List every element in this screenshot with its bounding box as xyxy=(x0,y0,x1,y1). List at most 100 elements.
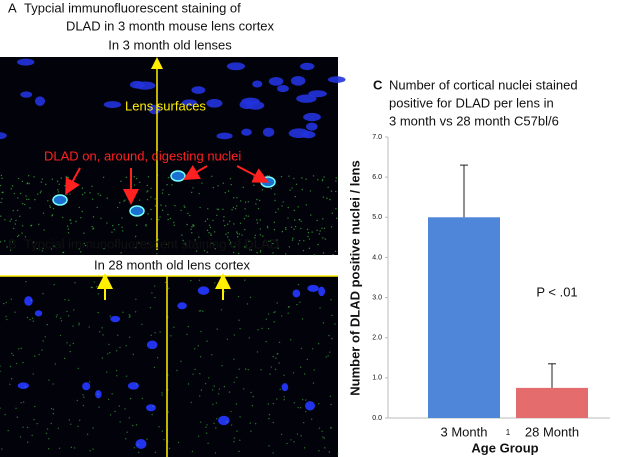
micrograph-detail xyxy=(0,58,346,256)
speck xyxy=(232,206,235,209)
speck xyxy=(81,210,83,213)
speck xyxy=(162,189,164,191)
speck xyxy=(229,241,232,243)
speck xyxy=(236,232,239,235)
speck xyxy=(146,198,149,201)
nucleus xyxy=(288,128,310,139)
speck xyxy=(214,248,216,250)
speck xyxy=(75,220,77,223)
speck xyxy=(224,224,226,227)
speck xyxy=(206,229,209,232)
speck xyxy=(223,216,225,218)
speck xyxy=(11,241,14,243)
speck xyxy=(187,383,190,385)
speck xyxy=(236,205,238,207)
speck xyxy=(92,448,94,450)
speck xyxy=(198,279,201,282)
speck xyxy=(310,214,312,216)
speck xyxy=(313,369,315,371)
speck xyxy=(32,373,34,375)
speck xyxy=(250,249,253,251)
speck xyxy=(303,447,306,449)
speck xyxy=(25,280,27,283)
nucleus xyxy=(241,97,260,105)
speck xyxy=(49,205,51,207)
speck xyxy=(260,369,262,371)
speck xyxy=(0,370,1,373)
speck xyxy=(33,418,35,421)
speck xyxy=(32,241,35,243)
speck xyxy=(9,383,11,386)
speck xyxy=(215,402,218,404)
stained-nucleus xyxy=(170,170,186,182)
speck xyxy=(10,298,13,300)
speck xyxy=(96,206,98,209)
speck xyxy=(146,184,148,187)
speck xyxy=(257,207,260,210)
speck xyxy=(223,220,225,222)
speck xyxy=(3,302,5,305)
speck xyxy=(225,233,227,236)
speck xyxy=(213,422,215,425)
speck xyxy=(298,239,301,242)
speck xyxy=(68,299,70,301)
speck xyxy=(242,186,244,189)
micrograph-detail xyxy=(0,279,339,455)
speck xyxy=(154,296,156,299)
speck xyxy=(247,201,250,203)
speck xyxy=(97,293,100,295)
speck xyxy=(233,358,235,360)
speck xyxy=(46,323,49,326)
speck xyxy=(295,183,298,185)
nucleus xyxy=(34,96,46,106)
speck xyxy=(91,286,94,289)
speck xyxy=(165,205,167,207)
speck xyxy=(163,438,165,441)
speck xyxy=(239,200,242,202)
speck xyxy=(173,224,175,227)
speck xyxy=(26,426,29,429)
speck xyxy=(26,316,29,319)
speck xyxy=(50,407,53,410)
speck xyxy=(135,383,138,385)
speck xyxy=(266,225,269,228)
speck xyxy=(245,246,247,249)
bar xyxy=(428,217,500,418)
speck xyxy=(159,331,161,333)
speck xyxy=(284,253,287,255)
speck xyxy=(15,362,18,365)
speck xyxy=(107,353,109,355)
speck xyxy=(305,410,307,413)
speck xyxy=(323,176,325,178)
speck xyxy=(334,250,337,253)
speck xyxy=(206,340,208,342)
speck xyxy=(278,362,280,364)
annotation: DLAD on, around, digesting nuclei xyxy=(44,148,241,163)
speck xyxy=(63,357,66,360)
speck xyxy=(125,176,128,179)
speck xyxy=(12,354,15,357)
speck xyxy=(239,222,242,224)
speck xyxy=(322,218,324,220)
speck xyxy=(256,198,258,201)
speck xyxy=(26,441,29,443)
nucleus xyxy=(197,286,210,295)
speck xyxy=(316,229,318,232)
speck xyxy=(54,363,57,365)
speck xyxy=(330,403,332,406)
speck xyxy=(194,239,196,241)
speck xyxy=(329,351,331,353)
speck xyxy=(45,183,47,186)
nucleus xyxy=(146,404,156,412)
speck xyxy=(97,393,99,395)
speck xyxy=(150,196,152,198)
speck xyxy=(20,401,22,404)
speck xyxy=(37,193,39,195)
speck xyxy=(101,327,103,329)
speck xyxy=(81,193,84,196)
speck xyxy=(45,432,48,435)
annotation: 1 xyxy=(506,428,511,437)
speck xyxy=(102,176,105,178)
speck xyxy=(22,401,25,403)
speck xyxy=(159,216,161,218)
